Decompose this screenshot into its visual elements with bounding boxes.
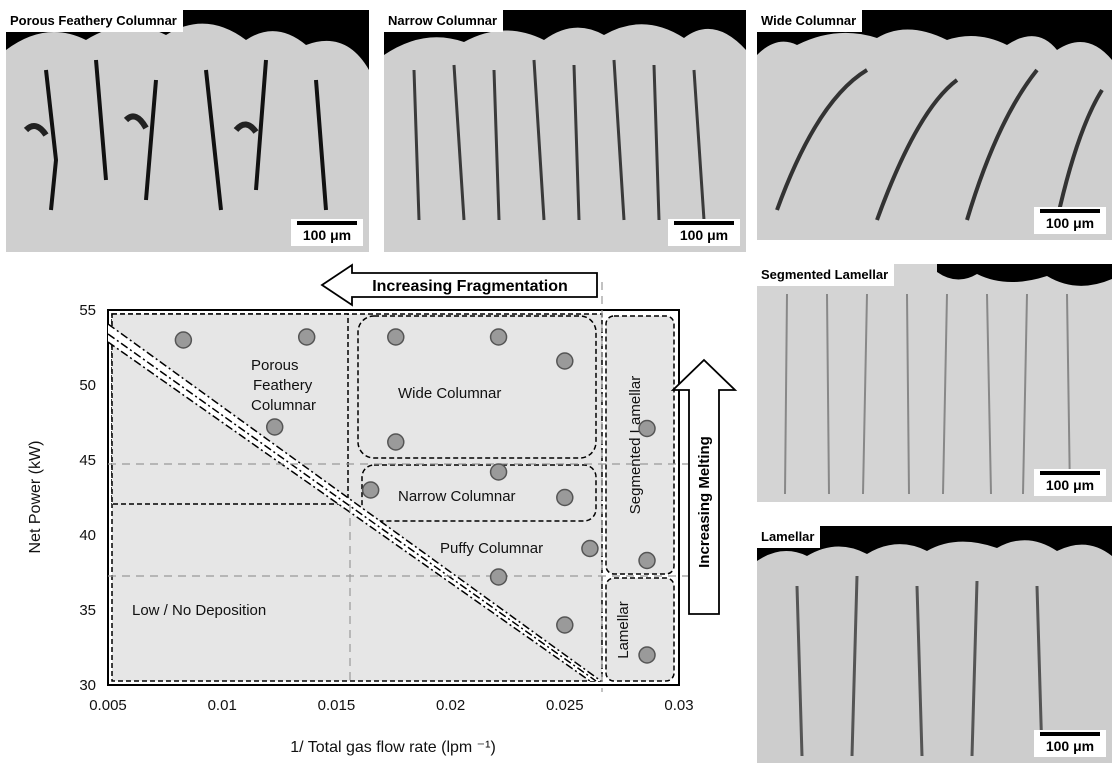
region-label-lamellar: Lamellar bbox=[615, 601, 632, 659]
x-axis-label: 1/ Total gas flow rate (lpm ⁻¹) bbox=[290, 739, 496, 756]
region-label-porous-line2: Feathery bbox=[253, 377, 313, 394]
data-point-1 bbox=[174, 331, 193, 349]
data-point-2 bbox=[297, 328, 316, 346]
y-axis-ticks: 30 35 40 45 50 55 bbox=[79, 302, 96, 694]
x-tick-label-4: 0.02 bbox=[436, 697, 465, 714]
data-point-14 bbox=[638, 419, 656, 438]
scale-bar-label: 100 μm bbox=[1045, 738, 1095, 754]
micrograph-title: Porous Feathery Columnar bbox=[6, 10, 183, 32]
scale-bar-line bbox=[1040, 209, 1100, 213]
data-point-16 bbox=[638, 646, 656, 664]
data-point-9 bbox=[489, 463, 508, 481]
y-tick-label-2: 35 bbox=[79, 602, 96, 619]
y-axis-label: Net Power (kW) bbox=[27, 441, 44, 554]
micrograph-narrow-columnar: Narrow Columnar 100 μm bbox=[384, 10, 746, 252]
data-point-7 bbox=[387, 433, 405, 451]
data-point-13 bbox=[556, 616, 574, 634]
region-label-narrow-columnar: Narrow Columnar bbox=[398, 488, 516, 505]
x-axis-ticks: 0.005 0.01 0.015 0.02 0.025 0.03 bbox=[89, 697, 693, 714]
micrograph-wide-columnar: Wide Columnar 100 μm bbox=[757, 10, 1112, 240]
scale-bar: 100 μm bbox=[1034, 730, 1106, 757]
micrograph-title: Lamellar bbox=[757, 526, 821, 548]
y-tick-label-3: 40 bbox=[79, 527, 96, 544]
micrograph-image bbox=[757, 264, 1112, 502]
micrograph-image bbox=[6, 10, 369, 252]
scale-bar-label: 100 μm bbox=[679, 227, 729, 243]
region-lamellar-box bbox=[605, 577, 675, 682]
y-tick-label-5: 50 bbox=[79, 377, 96, 394]
x-tick-label-2: 0.01 bbox=[208, 697, 237, 714]
scale-bar-label: 100 μm bbox=[1045, 215, 1095, 231]
data-point-6 bbox=[556, 352, 574, 370]
data-point-11 bbox=[581, 539, 599, 558]
deposition-limit-line-3 bbox=[107, 341, 591, 682]
data-points bbox=[174, 328, 656, 664]
data-point-12 bbox=[489, 568, 508, 586]
data-point-3 bbox=[265, 418, 284, 436]
data-point-4 bbox=[387, 328, 405, 346]
region-label-porous-line1: Porous bbox=[251, 357, 299, 374]
melting-arrow-shape bbox=[670, 358, 738, 615]
region-label-puffy-columnar: Puffy Columnar bbox=[440, 540, 543, 557]
micrograph-porous-feathery-columnar: Porous Feathery Columnar 100 μm bbox=[6, 10, 369, 252]
x-tick-label-1: 0.005 bbox=[89, 697, 127, 714]
scale-bar-line bbox=[1040, 471, 1100, 475]
y-tick-label-6: 55 bbox=[79, 302, 96, 319]
micrograph-title: Wide Columnar bbox=[757, 10, 863, 32]
micrograph-title: Segmented Lamellar bbox=[757, 264, 895, 286]
data-point-8 bbox=[361, 481, 380, 499]
deposition-limit-line-1 bbox=[107, 323, 602, 682]
region-label-wide-columnar: Wide Columnar bbox=[398, 385, 501, 402]
scale-bar: 100 μm bbox=[668, 219, 740, 246]
scale-bar-label: 100 μm bbox=[302, 227, 352, 243]
data-point-15 bbox=[638, 551, 656, 570]
region-segmented-lamellar-box bbox=[605, 315, 675, 575]
micrograph-image bbox=[384, 10, 746, 252]
data-point-5 bbox=[489, 328, 508, 346]
region-narrow-columnar-box bbox=[361, 464, 597, 522]
scale-bar: 100 μm bbox=[1034, 469, 1106, 496]
scale-bar: 100 μm bbox=[1034, 207, 1106, 234]
micrograph-segmented-lamellar: Segmented Lamellar 100 μm bbox=[757, 264, 1112, 502]
x-tick-label-5: 0.025 bbox=[546, 697, 584, 714]
micrograph-image bbox=[757, 10, 1112, 240]
scale-bar-line bbox=[297, 221, 357, 225]
process-map-chart: Porous Feathery Columnar Wide Columnar N… bbox=[27, 263, 738, 756]
fragmentation-arrow: Increasing Fragmentation bbox=[320, 263, 598, 307]
y-tick-label-1: 30 bbox=[79, 677, 96, 694]
x-tick-label-6: 0.03 bbox=[664, 697, 693, 714]
region-label-porous-line3: Columnar bbox=[251, 397, 316, 414]
scale-bar-line bbox=[674, 221, 734, 225]
fragmentation-arrow-label: Increasing Fragmentation bbox=[372, 278, 568, 295]
y-tick-label-4: 45 bbox=[79, 452, 96, 469]
region-label-low-no-deposition: Low / No Deposition bbox=[132, 602, 266, 619]
scale-bar-line bbox=[1040, 732, 1100, 736]
melting-arrow-label: Increasing Melting bbox=[696, 436, 713, 568]
micrograph-image bbox=[757, 526, 1112, 763]
scale-bar: 100 μm bbox=[291, 219, 363, 246]
deposition-limit-line-2 bbox=[107, 333, 597, 682]
region-label-segmented-lamellar: Segmented Lamellar bbox=[627, 376, 644, 514]
micrograph-lamellar: Lamellar 100 μm bbox=[757, 526, 1112, 763]
data-point-10 bbox=[556, 488, 574, 507]
scale-bar-label: 100 μm bbox=[1045, 477, 1095, 493]
x-tick-label-3: 0.015 bbox=[318, 697, 356, 714]
micrograph-title: Narrow Columnar bbox=[384, 10, 504, 32]
region-wide-columnar-box bbox=[357, 315, 597, 459]
fragmentation-arrow-shape bbox=[320, 263, 598, 307]
melting-arrow: Increasing Melting bbox=[670, 358, 738, 615]
